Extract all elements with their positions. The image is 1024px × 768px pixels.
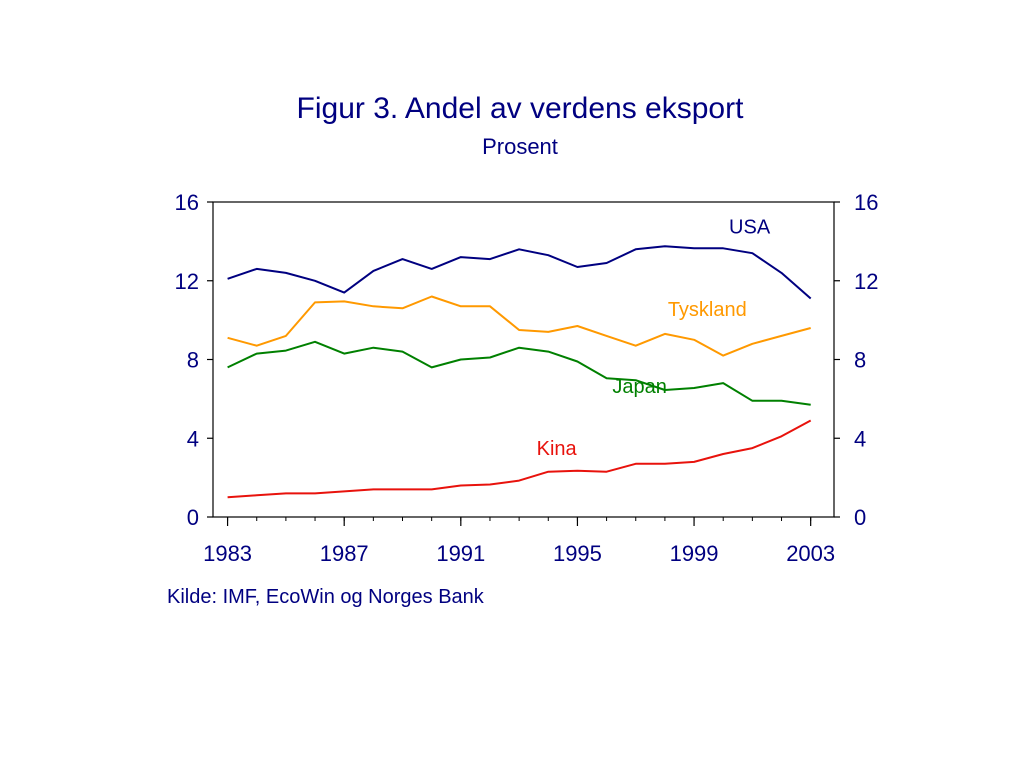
series-line-usa (227, 245, 812, 300)
series-label-japan: Japan (612, 376, 667, 398)
x-tick-label: 1983 (203, 541, 252, 566)
series-label-tyskland: Tyskland (668, 299, 747, 321)
chart-title: Figur 3. Andel av verdens eksport (296, 92, 744, 125)
y-tick-label-right: 12 (854, 269, 878, 294)
y-tick-label-right: 8 (854, 348, 866, 373)
y-tick-label-right: 4 (854, 426, 866, 451)
axes (207, 201, 840, 526)
y-tick-label-left: 0 (187, 505, 199, 530)
x-tick-label: 2003 (786, 541, 835, 566)
x-tick-label: 1991 (436, 541, 485, 566)
y-tick-label-left: 8 (187, 348, 199, 373)
y-tick-label-left: 16 (175, 190, 199, 215)
series-label-usa: USA (729, 217, 771, 239)
series-label-kina: Kina (537, 438, 578, 460)
y-tick-label-left: 4 (187, 426, 199, 451)
series-line-japan (227, 340, 811, 406)
x-tick-label: 1987 (320, 541, 369, 566)
series-labels: USA Tyskland Japan Kina (537, 217, 771, 460)
y-tick-label-right: 0 (854, 505, 866, 530)
source-note: Kilde: IMF, EcoWin og Norges Bank (167, 586, 484, 608)
series-line-kina (227, 419, 812, 499)
x-tick-label: 1995 (553, 541, 602, 566)
series-line-tyskland (227, 295, 811, 357)
y-tick-label-right: 16 (854, 190, 878, 215)
series-lines (227, 245, 812, 499)
chart-subtitle: Prosent (482, 134, 558, 159)
y-tick-label-left: 12 (175, 269, 199, 294)
x-tick-label: 1999 (670, 541, 719, 566)
tick-labels: 0 0 4 4 8 8 12 12 16 16 1983 1987 1991 1995 1999 2003 (175, 190, 879, 566)
